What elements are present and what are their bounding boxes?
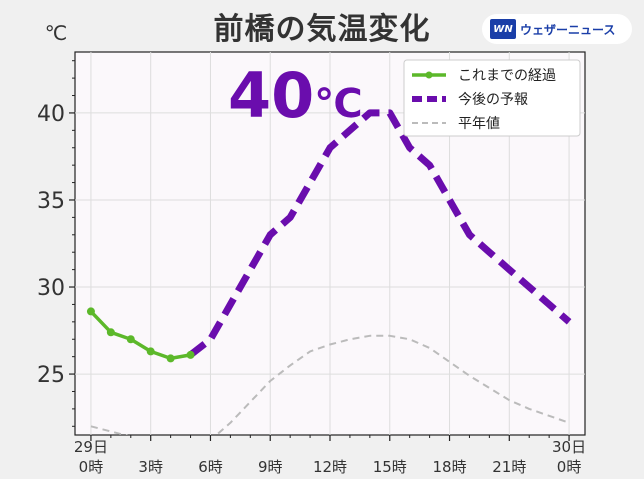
- observed-point: [126, 335, 135, 344]
- x-tick-label: 6時: [198, 458, 223, 476]
- observed-point: [86, 307, 95, 316]
- x-tick-label: 0時: [557, 458, 582, 476]
- weathernews-logo: WN ウェザーニュース: [482, 14, 632, 44]
- x-tick-label: 0時: [79, 458, 104, 476]
- observed-point: [186, 350, 195, 359]
- weathernews-logo-text: ウェザーニュース: [520, 22, 616, 37]
- x-tick-label: 3時: [138, 458, 163, 476]
- max-temp-unit: ℃: [314, 81, 362, 127]
- x-axis: 29日 0時 3時 6時 9時 12時 15時 18時 21時 30日 0時: [74, 435, 586, 476]
- legend-label: これまでの経過: [458, 68, 556, 84]
- y-unit-label: ℃: [45, 21, 67, 45]
- y-tick-label: 25: [37, 363, 65, 388]
- series-layer: [86, 109, 572, 435]
- x-tick-label: 9時: [258, 458, 283, 476]
- y-axis: 25 30 35 40 ℃: [37, 21, 75, 427]
- x-tick-label: 18時: [432, 458, 466, 476]
- y-tick-label: 35: [37, 189, 65, 214]
- weathernews-logo-mark: WN: [490, 19, 516, 39]
- normal-temp-line: [90, 334, 570, 435]
- forecast-line: [188, 109, 572, 358]
- x-tick-label: 12時: [313, 458, 347, 476]
- observed-point: [166, 354, 175, 363]
- legend-label: 平年値: [458, 116, 500, 132]
- x-tick-label: 29日: [74, 438, 108, 456]
- max-temp-highlight: 40℃: [228, 59, 363, 132]
- legend-label: 今後の予報: [458, 92, 528, 108]
- x-tick-label: 21時: [492, 458, 526, 476]
- legend-swatch-marker: [425, 71, 433, 79]
- x-tick-label: 15時: [373, 458, 407, 476]
- observed-point: [146, 347, 155, 356]
- max-temp-value: 40: [228, 59, 314, 132]
- y-tick-label: 30: [37, 276, 65, 301]
- legend-box: [403, 59, 581, 137]
- chart-title: 前橋の気温変化: [213, 12, 431, 47]
- observed-point: [106, 328, 115, 337]
- x-tick-label: 30日: [552, 438, 586, 456]
- y-tick-label: 40: [37, 102, 65, 127]
